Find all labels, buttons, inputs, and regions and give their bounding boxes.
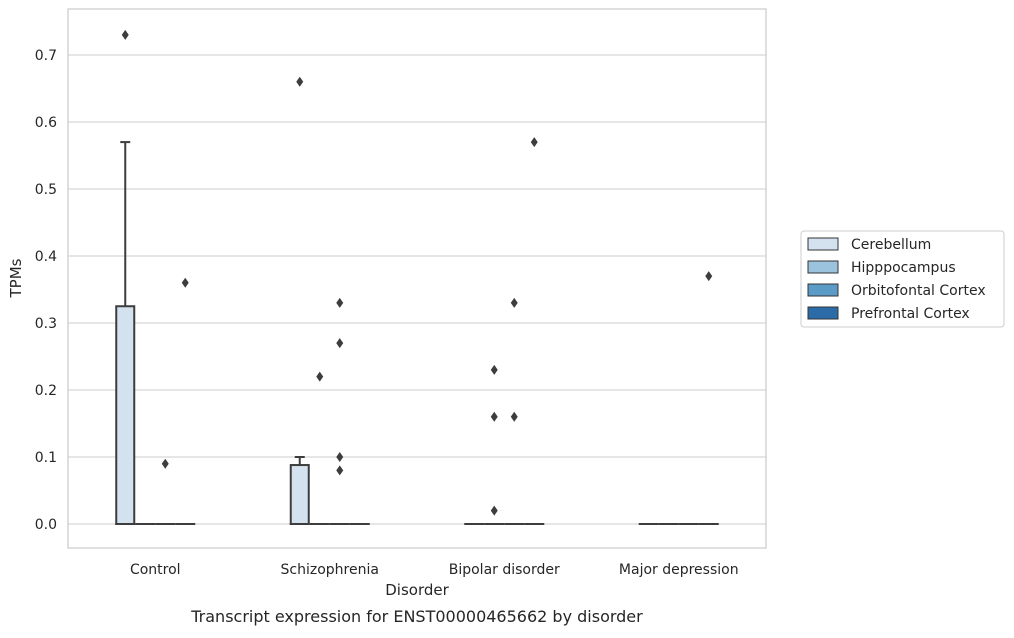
y-tick-label: 0.2 [35, 383, 57, 399]
y-tick-label: 0.7 [35, 48, 57, 64]
plot-area-background [68, 9, 766, 548]
outlier-point [336, 452, 344, 462]
legend-label: Orbitofontal Cortex [851, 283, 986, 299]
y-tick-label: 0.4 [35, 249, 57, 265]
outlier-point [490, 411, 498, 422]
outlier-point [296, 76, 304, 87]
legend-swatch [807, 260, 839, 274]
legend-frame [800, 230, 1005, 328]
y-tick-label: 0.6 [35, 115, 57, 131]
y-tick-label: 0.1 [35, 450, 57, 466]
y-tick-label: 0.3 [35, 316, 57, 332]
x-tick-label: Bipolar disorder [449, 562, 560, 578]
legend: Cerebellum Hipppocampus Orbitofontal Corte… [800, 230, 1005, 328]
legend-label: Prefrontal Cortex [851, 306, 970, 322]
figure-caption: Transcript expression for ENST0000046566… [190, 607, 643, 626]
outlier-point [705, 271, 713, 282]
outlier-point [510, 411, 518, 422]
box [289, 464, 310, 526]
legend-swatch [807, 306, 839, 320]
y-tick-labels: 0.0 0.1 0.2 0.3 0.4 0.5 0.6 0.7 [35, 48, 57, 533]
outliers [121, 29, 713, 516]
outlier-point [121, 29, 129, 40]
outlier-point [316, 371, 324, 382]
y-tick-label: 0.5 [35, 182, 57, 198]
outlier-point [161, 458, 169, 469]
outlier-point [510, 297, 518, 308]
y-tick-label: 0.0 [35, 517, 57, 533]
outlier-point [336, 465, 344, 476]
outlier-point [490, 505, 498, 516]
legend-swatch [807, 237, 839, 251]
gridlines [68, 54, 766, 525]
plot-frame [67, 8, 767, 549]
outlier-point [336, 297, 344, 308]
outlier-point [530, 137, 538, 148]
x-tick-label: Control [130, 562, 181, 578]
legend-swatch [807, 283, 839, 297]
boxes [115, 141, 719, 526]
legend-label: Cerebellum [851, 237, 931, 253]
x-tick-label: Schizophrenia [281, 562, 379, 578]
x-axis-title: Disorder [385, 581, 449, 599]
outlier-point [490, 364, 498, 375]
x-tick-label: Major depression [619, 562, 739, 578]
legend-label: Hipppocampus [851, 260, 956, 276]
outlier-point [336, 338, 344, 349]
box [115, 305, 136, 525]
x-tick-labels: Control Schizophrenia Bipolar disorder Majo… [130, 562, 739, 578]
outlier-point [181, 277, 189, 288]
y-axis-title: TPMs [7, 258, 25, 298]
